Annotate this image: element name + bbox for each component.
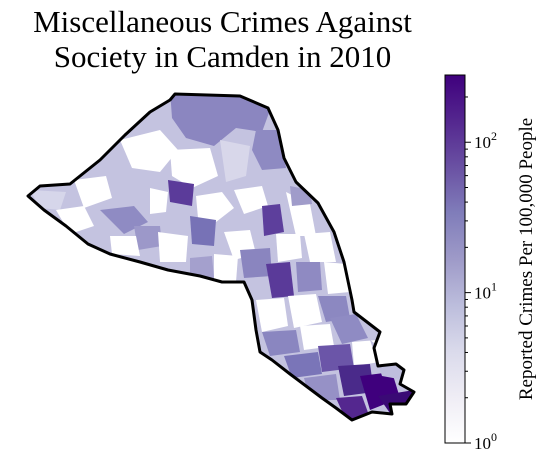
- tract: [220, 140, 250, 182]
- tract: [170, 94, 270, 146]
- colorbar-scale: [444, 74, 466, 444]
- tract: [252, 130, 286, 170]
- tract: [168, 180, 194, 206]
- tract-no-data: [304, 232, 336, 262]
- tract: [190, 256, 214, 278]
- tract-no-data: [234, 186, 268, 214]
- title-line-2: Society in Camden in 2010: [53, 39, 392, 74]
- colorbar-tick-label: 101: [474, 280, 497, 303]
- tract-no-data: [256, 298, 288, 332]
- tract-no-data: [110, 236, 140, 256]
- tract: [284, 352, 322, 378]
- tract-no-data: [158, 232, 188, 262]
- tract-no-data: [288, 294, 322, 328]
- camden-map: [26, 92, 416, 422]
- colorbar-tick-label: 100: [474, 430, 497, 453]
- colorbar-label: Reported Crimes Per 100,000 People: [516, 118, 537, 400]
- tract-no-data: [150, 188, 168, 214]
- colorbar-tick-label: 102: [474, 129, 497, 152]
- tract: [262, 204, 284, 236]
- tract-no-data: [324, 262, 350, 294]
- tract: [318, 344, 354, 372]
- tract: [240, 248, 272, 278]
- camden-boundary: [26, 92, 416, 422]
- tract-no-data: [300, 324, 334, 350]
- tract-no-data: [120, 130, 178, 172]
- colorbar-ticks: 100 101 102: [465, 96, 497, 453]
- tract: [318, 296, 350, 322]
- tract: [262, 330, 300, 356]
- tract-no-data: [276, 234, 302, 262]
- tract-no-data: [196, 192, 234, 222]
- tract-no-data: [214, 254, 238, 282]
- tract: [296, 262, 322, 292]
- tract: [134, 226, 162, 250]
- tract-no-data: [74, 176, 112, 208]
- tract: [330, 314, 368, 344]
- title-line-1: Miscellaneous Crimes Against: [33, 4, 412, 39]
- map-title: Miscellaneous Crimes Against Society in …: [0, 4, 445, 74]
- tract-no-data: [56, 206, 94, 234]
- tract: [190, 216, 216, 246]
- tract-no-data: [170, 148, 218, 188]
- tract: [266, 262, 294, 298]
